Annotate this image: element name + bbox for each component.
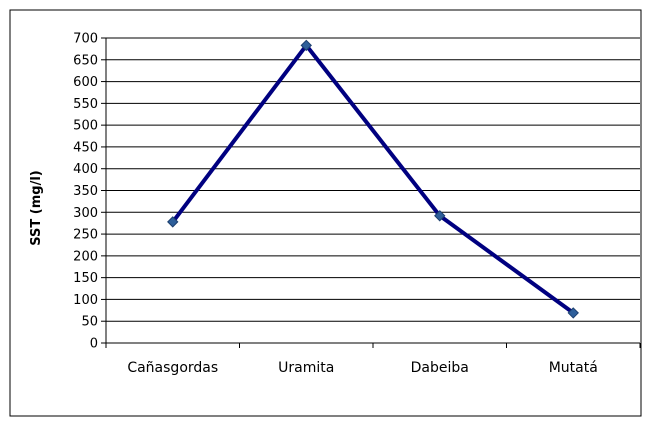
y-tick-label: 600 bbox=[73, 75, 98, 90]
series-line-path bbox=[171, 43, 575, 315]
x-tick-label: Cañasgordas bbox=[127, 360, 218, 376]
y-tick-label: 50 bbox=[81, 315, 98, 330]
y-tick-label: 650 bbox=[73, 53, 98, 68]
x-tick-labels: Cañasgordas Uramita Dabeiba Mutatá bbox=[127, 360, 597, 376]
y-tick-label: 450 bbox=[73, 140, 98, 155]
grid-lines bbox=[106, 37, 640, 322]
x-tick-label: Uramita bbox=[278, 360, 334, 376]
y-tick-label: 200 bbox=[73, 249, 98, 264]
data-point-marker bbox=[167, 216, 179, 228]
y-tick-label: 500 bbox=[73, 119, 98, 134]
y-tick-label: 550 bbox=[73, 97, 98, 112]
y-tick-labels: 0 50 100 150 200 250 300 350 400 450 500 550 600 650 7… bbox=[73, 32, 98, 352]
y-tick-label: 250 bbox=[73, 228, 98, 243]
y-axis-title: SST (mg/l) bbox=[29, 170, 44, 245]
data-point-marker bbox=[300, 39, 312, 52]
axes bbox=[101, 37, 641, 348]
series-line bbox=[171, 43, 575, 315]
data-point-marker bbox=[434, 210, 446, 222]
y-tick-label: 300 bbox=[73, 206, 98, 221]
y-tick-label: 350 bbox=[73, 184, 98, 199]
chart-border bbox=[9, 9, 642, 417]
data-markers bbox=[167, 39, 579, 319]
y-tick-label: 700 bbox=[73, 32, 98, 47]
x-tick-label: Dabeiba bbox=[411, 360, 469, 376]
y-tick-label: 150 bbox=[73, 271, 98, 286]
y-tick-label: 100 bbox=[73, 293, 98, 308]
y-tick-label: 0 bbox=[90, 337, 98, 352]
data-point-marker bbox=[567, 307, 579, 319]
y-tick-label: 400 bbox=[73, 162, 98, 177]
x-tick-label: Mutatá bbox=[549, 360, 598, 376]
